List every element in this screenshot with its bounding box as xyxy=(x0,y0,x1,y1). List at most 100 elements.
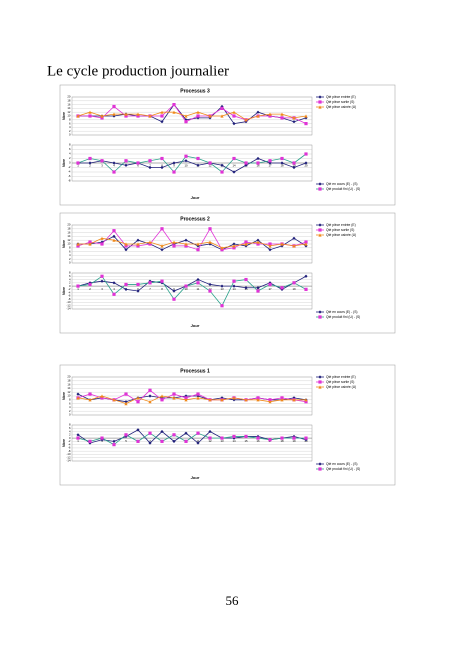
y-tick-label: 0 xyxy=(69,436,71,440)
marker xyxy=(196,242,200,246)
marker xyxy=(256,240,260,244)
marker xyxy=(232,434,236,439)
marker xyxy=(184,431,188,435)
marker xyxy=(220,114,224,118)
y-tick-label: 20 xyxy=(67,375,71,379)
marker xyxy=(124,400,128,404)
marker xyxy=(184,439,188,443)
heading: Le cycle production journalier xyxy=(47,63,229,79)
marker xyxy=(184,238,188,242)
marker xyxy=(318,375,322,379)
y-tick-label: 8 xyxy=(69,398,71,402)
marker xyxy=(220,106,224,110)
marker xyxy=(88,439,92,443)
marker xyxy=(304,287,308,291)
legend-label: Qté pièce entrée (E) xyxy=(326,375,356,379)
marker xyxy=(88,156,92,161)
series-line xyxy=(77,153,307,173)
y-tick-label: -12 xyxy=(66,303,70,307)
marker xyxy=(256,242,260,246)
marker xyxy=(100,114,104,118)
marker xyxy=(112,104,116,109)
series-line xyxy=(77,275,307,307)
y-tick-label: 18 xyxy=(67,99,71,103)
x-tick-label: 12 xyxy=(208,439,212,443)
y-tick-label: 10 xyxy=(67,242,71,246)
marker xyxy=(244,161,248,165)
x-tick-label: 19 xyxy=(292,439,296,443)
series-line xyxy=(77,275,307,292)
marker xyxy=(268,244,272,248)
marker xyxy=(256,156,260,161)
marker xyxy=(172,439,176,443)
marker xyxy=(256,436,260,440)
y-axis-label: Nbre xyxy=(62,112,66,120)
marker xyxy=(112,443,116,447)
marker xyxy=(208,227,212,231)
x-tick-label: 10 xyxy=(184,287,188,291)
marker xyxy=(124,163,128,167)
y-tick-label: -4 xyxy=(68,442,71,446)
marker xyxy=(280,156,284,161)
marker xyxy=(124,434,128,439)
marker xyxy=(232,110,236,114)
marker xyxy=(112,112,116,116)
marker xyxy=(148,400,152,404)
x-tick-label: 2 xyxy=(89,287,91,291)
marker xyxy=(304,161,308,165)
marker xyxy=(256,396,260,400)
marker xyxy=(112,292,116,296)
marker xyxy=(172,396,176,400)
marker xyxy=(124,114,128,118)
marker xyxy=(318,380,322,384)
marker xyxy=(292,244,296,248)
y-tick-label: -6 xyxy=(68,294,71,298)
y-tick-label: 12 xyxy=(67,110,71,114)
marker xyxy=(112,229,116,233)
y-tick-label: 8 xyxy=(69,271,71,275)
y-tick-label: 16 xyxy=(67,102,71,106)
x-tick-label: 12 xyxy=(208,287,212,291)
marker xyxy=(76,242,80,246)
y-tick-label: 18 xyxy=(67,227,71,231)
marker xyxy=(160,165,164,170)
marker xyxy=(160,110,164,114)
marker xyxy=(304,436,308,440)
marker xyxy=(304,240,308,244)
y-tick-label: 2 xyxy=(69,156,71,160)
x-tick-label: 3 xyxy=(101,287,103,291)
x-tick-label: 1 xyxy=(77,164,79,168)
marker xyxy=(280,116,284,120)
y-tick-label: -2 xyxy=(68,165,71,169)
legend-label: Qté pièce entrée (E) xyxy=(326,223,356,227)
marker xyxy=(88,398,92,402)
y-axis-label: Nbre xyxy=(62,159,66,167)
marker xyxy=(244,277,248,282)
y-axis-label: Nbre xyxy=(62,287,66,295)
marker xyxy=(318,105,322,109)
y-tick-label: 0 xyxy=(69,261,71,265)
y-axis-label: Nbre xyxy=(62,392,66,400)
marker xyxy=(268,112,272,116)
marker xyxy=(148,159,152,163)
marker xyxy=(76,161,80,165)
marker xyxy=(304,274,308,278)
marker xyxy=(124,392,128,396)
series-line xyxy=(78,237,307,249)
marker xyxy=(136,244,140,248)
y-tick-label: 8 xyxy=(69,143,71,147)
marker xyxy=(196,114,200,118)
marker xyxy=(112,161,116,165)
marker xyxy=(76,284,80,288)
legend-label: Qté produit fini (U) - (S) xyxy=(326,315,360,319)
x-axis-label: Jour xyxy=(191,195,200,200)
marker xyxy=(220,304,224,308)
marker xyxy=(280,161,284,165)
marker xyxy=(318,223,322,227)
marker xyxy=(268,248,272,252)
marker xyxy=(136,282,140,287)
y-tick-label: 4 xyxy=(69,125,71,129)
marker xyxy=(292,161,296,165)
marker xyxy=(88,114,92,118)
y-tick-label: -4 xyxy=(68,290,71,294)
